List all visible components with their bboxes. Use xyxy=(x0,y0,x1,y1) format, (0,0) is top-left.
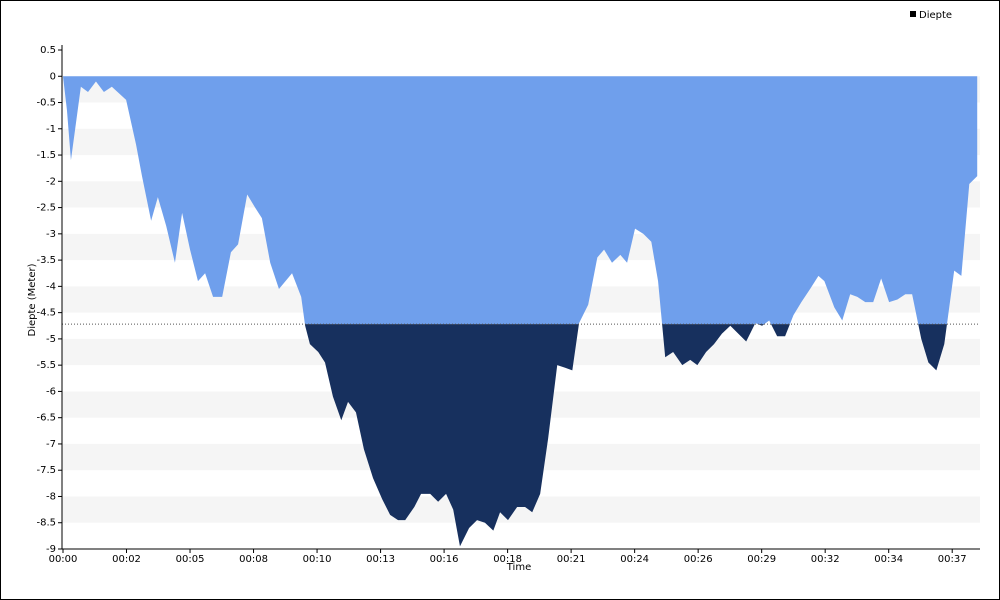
x-tick-label: 00:18 xyxy=(493,554,522,565)
depth-area-deep xyxy=(304,324,947,547)
y-tick-label: -3 xyxy=(46,229,56,240)
y-tick-label: 0 xyxy=(50,71,56,82)
y-tick-label: -0.5 xyxy=(36,98,56,109)
y-tick-label: -4 xyxy=(46,281,56,292)
x-tick-label: 00:37 xyxy=(938,554,967,565)
x-tick-label: 00:34 xyxy=(874,554,903,565)
y-tick-label: -1 xyxy=(46,124,56,135)
y-tick-label: -2 xyxy=(46,176,56,187)
x-axis-label: Time xyxy=(506,562,531,573)
y-tick-label: -6 xyxy=(46,386,56,397)
x-tick-label: 00:00 xyxy=(49,554,78,565)
y-tick-label: 0.5 xyxy=(40,45,56,56)
x-tick-label: 00:32 xyxy=(811,554,840,565)
y-tick-label: -5 xyxy=(46,334,56,345)
legend-marker xyxy=(910,11,916,17)
y-tick-label: -3.5 xyxy=(36,255,56,266)
x-tick-label: 00:26 xyxy=(684,554,713,565)
y-tick-label: -8 xyxy=(46,491,56,502)
x-tick-label: 00:21 xyxy=(557,554,586,565)
y-tick-label: -2.5 xyxy=(36,203,56,214)
y-axis-label: Diepte (Meter) xyxy=(27,263,38,336)
y-tick-label: -4.5 xyxy=(36,308,56,319)
x-tick-label: 00:08 xyxy=(239,554,268,565)
x-tick-label: 00:02 xyxy=(112,554,141,565)
x-tick-label: 00:24 xyxy=(620,554,649,565)
y-tick-label: -9 xyxy=(46,544,56,555)
y-tick-label: -8.5 xyxy=(36,518,56,529)
y-tick-label: -6.5 xyxy=(36,413,56,424)
y-tick-label: -5.5 xyxy=(36,360,56,371)
y-tick-label: -7 xyxy=(46,439,56,450)
x-tick-label: 00:05 xyxy=(176,554,205,565)
legend-label: Diepte xyxy=(919,10,952,21)
x-tick-label: 00:16 xyxy=(430,554,459,565)
x-tick-label: 00:10 xyxy=(303,554,332,565)
depth-area xyxy=(63,76,978,325)
x-tick-label: 00:29 xyxy=(747,554,776,565)
y-tick-label: -7.5 xyxy=(36,465,56,476)
x-tick-label: 00:13 xyxy=(366,554,395,565)
y-tick-label: -1.5 xyxy=(36,150,56,161)
